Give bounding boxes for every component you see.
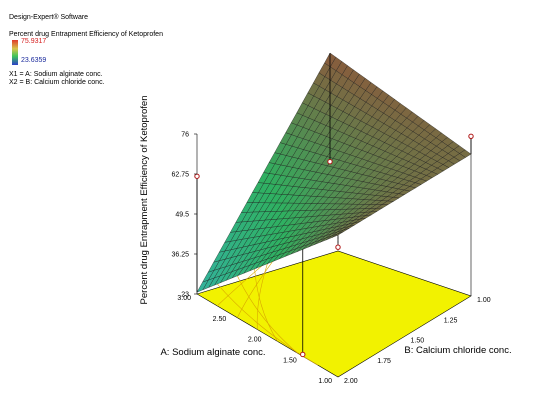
z-tick-label: 23 bbox=[181, 292, 189, 299]
z-axis-label: Percent drug Entrapment Efficiency of Ke… bbox=[139, 96, 150, 305]
legend-min-value: 23.6359 bbox=[21, 57, 47, 64]
axis-ticks: 23 36.25 49.5 62.75 76 1.00 1.50 2.00 2.50 3.00 1.… bbox=[171, 132, 490, 386]
z-tick-label: 76 bbox=[181, 132, 189, 139]
response-title: Percent drug Entrapment Efficiency of Ke… bbox=[9, 31, 163, 38]
y-tick-label: 1.00 bbox=[477, 297, 491, 304]
factor-x1-label: X1 = A: Sodium alginate conc. bbox=[9, 71, 103, 78]
x-tick-label: 1.00 bbox=[318, 378, 332, 385]
z-tick-label: 62.75 bbox=[171, 172, 189, 179]
floor-contour bbox=[234, 270, 298, 354]
response-surface bbox=[196, 52, 472, 293]
factor-x2-label: X2 = B: Calcium chloride conc. bbox=[9, 79, 105, 86]
x-axis-label: A: Sodium alginate conc. bbox=[160, 347, 265, 358]
y-tick-label: 2.00 bbox=[344, 378, 358, 385]
x-tick-label: 2.50 bbox=[213, 316, 227, 323]
x-tick-label: 2.00 bbox=[248, 337, 262, 344]
y-tick-label: 1.50 bbox=[411, 338, 425, 345]
y-axis-label: B: Calcium chloride conc. bbox=[404, 345, 511, 356]
design-point-marker bbox=[194, 173, 200, 179]
design-points bbox=[194, 53, 474, 358]
x-tick-label: 3.00 bbox=[177, 295, 191, 302]
software-label: Design-Expert® Software bbox=[9, 14, 89, 21]
y-tick-label: 1.25 bbox=[444, 317, 458, 324]
z-tick-label: 36.25 bbox=[171, 252, 189, 259]
design-point-marker bbox=[335, 244, 341, 250]
design-point-marker bbox=[327, 158, 333, 165]
z-tick-label: 49.5 bbox=[175, 212, 189, 219]
floor-contour bbox=[215, 282, 319, 366]
x-tick-label: 1.50 bbox=[283, 357, 297, 364]
y-tick-label: 1.75 bbox=[377, 358, 391, 365]
color-legend-bar bbox=[12, 40, 18, 65]
design-point-marker bbox=[300, 351, 306, 358]
legend-max-value: 75.9317 bbox=[21, 38, 47, 45]
design-point-marker bbox=[468, 133, 474, 140]
surface-cell bbox=[332, 231, 344, 238]
